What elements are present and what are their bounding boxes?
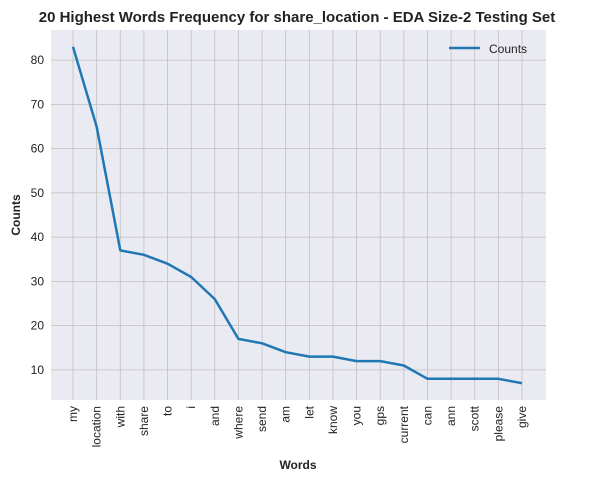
y-gridlines xyxy=(51,59,546,371)
x-tick-label: location xyxy=(90,406,104,447)
series-layer xyxy=(71,46,523,385)
plot-area xyxy=(51,30,546,400)
y-tick-label: 70 xyxy=(31,97,45,111)
x-tick-label: let xyxy=(302,405,316,418)
y-tick-label: 10 xyxy=(31,363,45,377)
y-tick-label: 20 xyxy=(31,319,45,333)
x-tick-label: share xyxy=(137,406,151,436)
x-tick-label: where xyxy=(231,406,245,440)
x-axis-label: Words xyxy=(279,458,316,472)
y-tick-label: 60 xyxy=(31,142,45,156)
x-tick-label: to xyxy=(161,406,175,416)
y-tick-label: 30 xyxy=(31,274,45,288)
x-gridlines xyxy=(72,30,523,400)
y-tick-label: 40 xyxy=(31,230,45,244)
x-tick-label: give xyxy=(515,406,529,428)
x-tick-label: ann xyxy=(444,406,458,426)
x-tick-label: send xyxy=(255,406,269,432)
x-tick-label: gps xyxy=(373,406,387,425)
x-tick-label: scott xyxy=(468,405,482,431)
legend: Counts xyxy=(449,42,527,56)
x-tick-label: with xyxy=(113,406,127,428)
x-tick-label: can xyxy=(420,406,434,425)
legend-label: Counts xyxy=(489,42,527,56)
chart-title: 20 Highest Words Frequency for share_loc… xyxy=(39,9,556,26)
y-axis-label: Counts xyxy=(9,194,23,236)
x-tick-label: know xyxy=(326,406,340,434)
y-tick-labels: 10 20 30 40 50 60 70 80 xyxy=(31,53,45,377)
x-tick-label: current xyxy=(397,405,411,443)
x-tick-label: am xyxy=(279,406,293,423)
series-line xyxy=(71,46,523,385)
x-tick-label: you xyxy=(350,406,364,425)
x-tick-label: and xyxy=(208,406,222,426)
y-tick-label: 50 xyxy=(31,186,45,200)
x-tick-label: my xyxy=(66,406,80,422)
x-tick-labels: my location with share to i and where send am let k… xyxy=(66,405,529,447)
y-tick-label: 80 xyxy=(31,53,45,67)
x-tick-label: i xyxy=(184,406,198,409)
x-tick-label: please xyxy=(491,406,505,442)
